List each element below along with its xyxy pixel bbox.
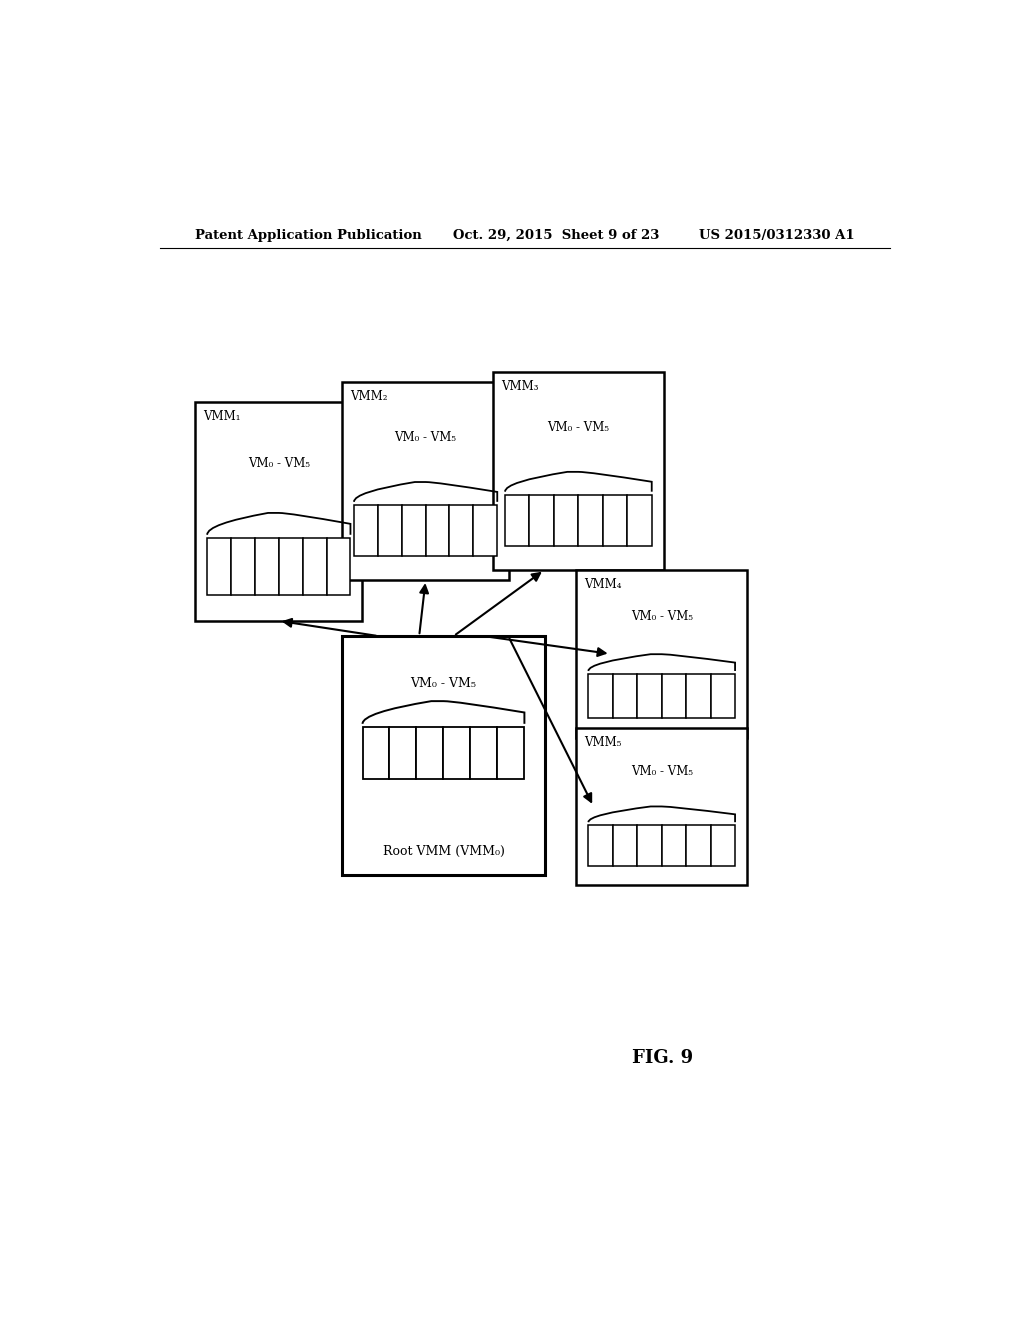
Bar (529, 495, 554, 546)
Bar (443, 727, 470, 779)
Bar (603, 495, 628, 546)
Text: VM₀ - VM₅: VM₀ - VM₅ (411, 677, 476, 690)
Bar (303, 537, 327, 594)
Bar (579, 495, 603, 546)
Bar (342, 636, 545, 875)
Bar (686, 825, 711, 866)
Text: VM₀ - VM₅: VM₀ - VM₅ (631, 610, 692, 623)
Bar (577, 570, 748, 738)
Bar (662, 825, 686, 866)
Bar (378, 504, 401, 557)
Text: VM₀ - VM₅: VM₀ - VM₅ (248, 457, 310, 470)
Bar (589, 825, 612, 866)
Bar (589, 675, 612, 718)
Bar (628, 495, 651, 546)
Text: VM₀ - VM₅: VM₀ - VM₅ (548, 421, 609, 434)
Bar (401, 504, 426, 557)
Text: VMM₄: VMM₄ (585, 578, 622, 591)
Bar (279, 537, 303, 594)
Bar (389, 727, 417, 779)
Bar (662, 675, 686, 718)
Bar (711, 675, 735, 718)
Bar (342, 381, 509, 581)
Bar (612, 825, 637, 866)
Bar (354, 504, 378, 557)
Bar (327, 537, 350, 594)
Bar (426, 504, 450, 557)
Text: US 2015/0312330 A1: US 2015/0312330 A1 (699, 230, 855, 242)
Bar (554, 495, 579, 546)
Bar (255, 537, 279, 594)
Bar (494, 372, 664, 570)
Bar (637, 825, 662, 866)
Bar (196, 403, 362, 620)
Bar (473, 504, 498, 557)
Text: Patent Application Publication: Patent Application Publication (196, 230, 422, 242)
Text: VMM₅: VMM₅ (585, 735, 622, 748)
Bar (637, 675, 662, 718)
Bar (207, 537, 231, 594)
Text: VMM₃: VMM₃ (501, 380, 539, 393)
Text: VM₀ - VM₅: VM₀ - VM₅ (394, 432, 457, 444)
Bar (231, 537, 255, 594)
Bar (498, 727, 524, 779)
Text: Root VMM (VMM₀): Root VMM (VMM₀) (383, 845, 505, 858)
Text: FIG. 9: FIG. 9 (632, 1049, 693, 1067)
Bar (577, 727, 748, 886)
Text: VM₀ - VM₅: VM₀ - VM₅ (631, 766, 692, 779)
Text: VMM₁: VMM₁ (204, 411, 241, 424)
Bar (686, 675, 711, 718)
Bar (505, 495, 529, 546)
Bar (612, 675, 637, 718)
Bar (362, 727, 389, 779)
Bar (711, 825, 735, 866)
Bar (450, 504, 473, 557)
Text: Oct. 29, 2015  Sheet 9 of 23: Oct. 29, 2015 Sheet 9 of 23 (454, 230, 659, 242)
Bar (470, 727, 498, 779)
Bar (417, 727, 443, 779)
Text: VMM₂: VMM₂ (350, 391, 388, 403)
